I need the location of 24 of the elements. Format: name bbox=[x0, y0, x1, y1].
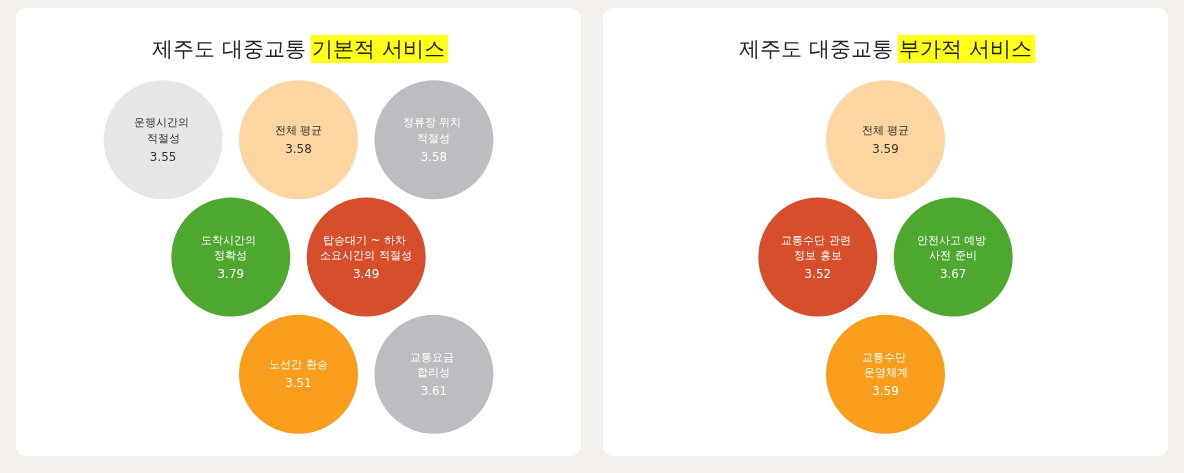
data-label: 3.55 bbox=[149, 149, 177, 164]
text: 제주도 대중교통 부가적 서비스 bbox=[738, 37, 1033, 61]
data-label: 3.61 bbox=[420, 384, 448, 399]
category-label: 교통수단 관련 정보 홍보 bbox=[781, 233, 855, 262]
category-label: 노선간 환승 bbox=[269, 358, 328, 372]
category-label: 도착시간의 정확성 bbox=[201, 233, 261, 262]
data-label: 3.59 bbox=[872, 384, 899, 399]
category-label: 전체 평균 bbox=[274, 123, 323, 137]
data-label: 3.59 bbox=[872, 141, 899, 156]
data-label: 3.52 bbox=[804, 266, 831, 281]
data-label: 3.67 bbox=[940, 266, 967, 281]
data-label: 3.58 bbox=[285, 141, 312, 156]
data-label: 3.79 bbox=[217, 266, 244, 281]
text: 제주도 대중교통 기본적 서비스 bbox=[151, 37, 446, 61]
data-label: 3.51 bbox=[285, 376, 312, 391]
data-label: 3.49 bbox=[353, 266, 380, 281]
category-label: 교통요금 합리성 bbox=[410, 350, 458, 380]
category-label: 전체 평균 bbox=[861, 123, 910, 137]
category-label: 정류장 위치 적절성 bbox=[402, 116, 466, 145]
category-label: 운행시간의 적절성 bbox=[133, 116, 193, 145]
data-label: 3.58 bbox=[420, 149, 448, 164]
category-label: 교통수단 운영체계 bbox=[861, 350, 910, 380]
category-label: 탑승대기 ~ 하차 소요시간의 적절성 bbox=[320, 233, 413, 262]
category-label: 안전사고 예방 사전 준비 bbox=[916, 233, 990, 262]
